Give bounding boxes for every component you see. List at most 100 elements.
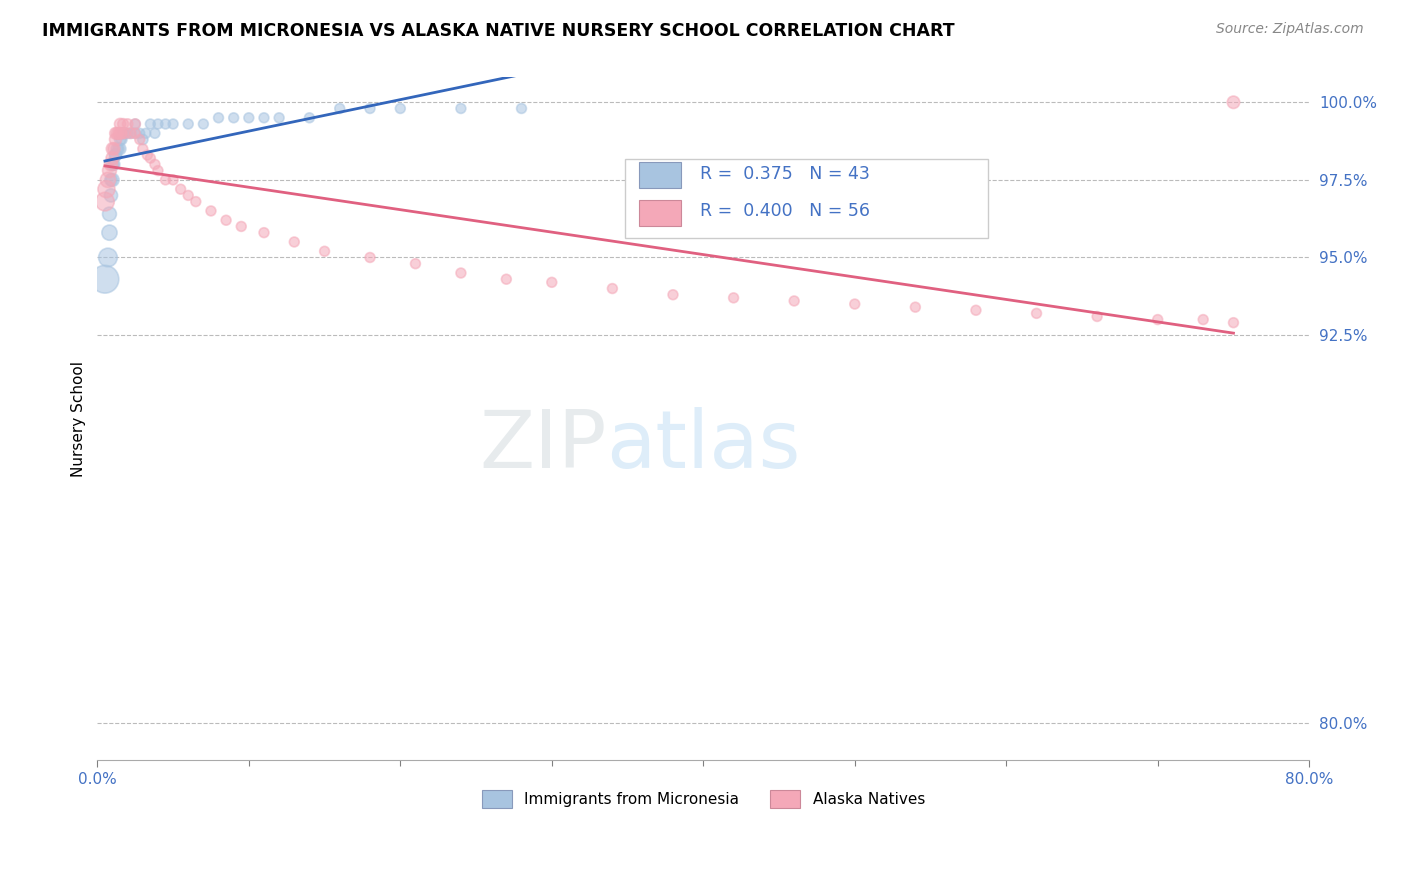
- Point: [112, 126, 135, 140]
- Point: [1222, 95, 1244, 110]
- Legend: Immigrants from Micronesia, Alaska Natives: Immigrants from Micronesia, Alaska Nativ…: [475, 784, 931, 814]
- Point: [105, 142, 128, 156]
- Point: [98, 226, 121, 240]
- Point: [283, 235, 305, 249]
- Point: [253, 226, 276, 240]
- Point: [146, 163, 169, 178]
- Point: [132, 132, 155, 146]
- Point: [100, 188, 122, 202]
- Point: [124, 126, 146, 140]
- Point: [1222, 316, 1244, 330]
- Point: [143, 157, 166, 171]
- Point: [112, 117, 135, 131]
- Point: [314, 244, 336, 259]
- Point: [359, 102, 381, 116]
- Point: [510, 102, 533, 116]
- Point: [120, 126, 142, 140]
- Point: [104, 148, 127, 162]
- Point: [269, 111, 291, 125]
- Point: [965, 303, 987, 318]
- Point: [177, 188, 200, 202]
- Point: [540, 276, 562, 290]
- Point: [495, 272, 517, 286]
- Point: [136, 148, 159, 162]
- Point: [97, 251, 120, 265]
- Point: [215, 213, 238, 227]
- Point: [169, 182, 191, 196]
- Point: [100, 173, 122, 187]
- Point: [389, 102, 412, 116]
- Point: [450, 266, 472, 280]
- Point: [101, 157, 124, 171]
- Point: [98, 163, 121, 178]
- FancyBboxPatch shape: [640, 162, 682, 188]
- Point: [783, 293, 806, 308]
- Point: [155, 173, 177, 187]
- Point: [162, 117, 184, 131]
- Text: IMMIGRANTS FROM MICRONESIA VS ALASKA NATIVE NURSERY SCHOOL CORRELATION CHART: IMMIGRANTS FROM MICRONESIA VS ALASKA NAT…: [42, 22, 955, 40]
- Point: [298, 111, 321, 125]
- Point: [105, 126, 128, 140]
- Point: [135, 126, 157, 140]
- Point: [114, 126, 136, 140]
- Text: ZIP: ZIP: [479, 408, 606, 485]
- Text: Source: ZipAtlas.com: Source: ZipAtlas.com: [1216, 22, 1364, 37]
- Point: [98, 207, 121, 221]
- Point: [602, 281, 624, 295]
- Point: [108, 126, 131, 140]
- Point: [128, 126, 150, 140]
- Text: atlas: atlas: [606, 408, 800, 485]
- Point: [110, 132, 132, 146]
- Point: [222, 111, 245, 125]
- Point: [359, 251, 381, 265]
- Point: [184, 194, 207, 209]
- Point: [329, 102, 352, 116]
- Point: [96, 182, 118, 196]
- Y-axis label: Nursery School: Nursery School: [72, 361, 86, 477]
- Point: [104, 126, 127, 140]
- Point: [146, 117, 169, 131]
- Point: [132, 142, 155, 156]
- Point: [207, 111, 229, 125]
- Point: [107, 126, 129, 140]
- Point: [193, 117, 215, 131]
- Point: [107, 142, 129, 156]
- Point: [114, 126, 136, 140]
- Point: [253, 111, 276, 125]
- Point: [124, 126, 146, 140]
- FancyBboxPatch shape: [624, 160, 988, 238]
- Point: [117, 126, 139, 140]
- Point: [101, 142, 124, 156]
- Point: [124, 117, 146, 131]
- Point: [103, 157, 125, 171]
- Point: [101, 173, 124, 187]
- Point: [104, 148, 127, 162]
- Point: [200, 203, 222, 218]
- Point: [450, 102, 472, 116]
- Point: [1025, 306, 1047, 320]
- Point: [1192, 312, 1215, 326]
- Point: [238, 111, 260, 125]
- Point: [108, 132, 131, 146]
- Point: [162, 173, 184, 187]
- Point: [108, 142, 131, 156]
- Point: [124, 117, 146, 131]
- Point: [108, 117, 131, 131]
- Text: R =  0.375   N = 43: R = 0.375 N = 43: [700, 165, 869, 184]
- Point: [139, 117, 162, 131]
- Point: [100, 157, 122, 171]
- Point: [110, 126, 132, 140]
- Point: [231, 219, 253, 234]
- Point: [1085, 310, 1108, 324]
- Point: [1146, 312, 1168, 326]
- Point: [404, 257, 426, 271]
- Point: [904, 300, 927, 314]
- Point: [139, 151, 162, 165]
- Point: [662, 287, 685, 301]
- Point: [101, 151, 124, 165]
- Point: [103, 142, 125, 156]
- Point: [97, 173, 120, 187]
- Text: R =  0.400   N = 56: R = 0.400 N = 56: [700, 202, 870, 220]
- Point: [177, 117, 200, 131]
- Point: [143, 126, 166, 140]
